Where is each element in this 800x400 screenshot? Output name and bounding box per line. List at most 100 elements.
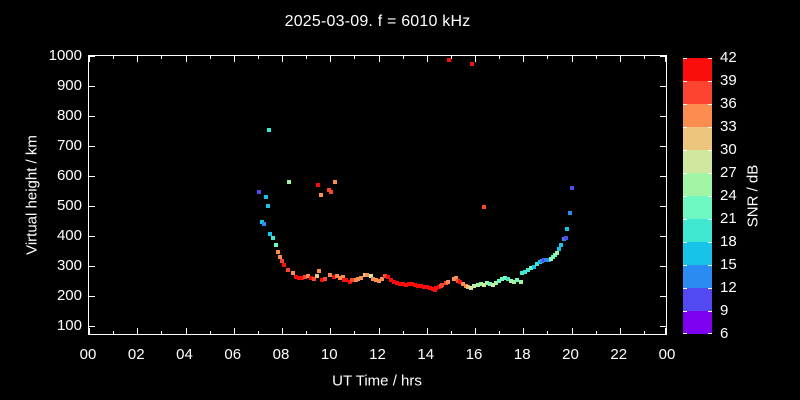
- x-tick-label: 22: [610, 346, 628, 363]
- data-point: [568, 210, 573, 215]
- x-tick-label: 18: [513, 346, 531, 363]
- data-point: [347, 279, 352, 284]
- x-tick-mark: [619, 56, 621, 62]
- data-point: [326, 187, 331, 192]
- data-point: [482, 282, 487, 287]
- x-tick-mark: [137, 56, 139, 62]
- data-point: [316, 183, 321, 187]
- y-tick-label: 100: [56, 316, 82, 334]
- x-tick-mark: [378, 328, 380, 334]
- colorbar: [683, 58, 712, 334]
- data-point: [299, 276, 304, 280]
- colorbar-tick-mark: [683, 58, 687, 59]
- y-tick-label: 200: [56, 286, 82, 304]
- data-point: [266, 127, 271, 132]
- x-tick-mark: [475, 56, 476, 62]
- y-tick-label: 400: [56, 226, 82, 244]
- colorbar-tick-mark: [683, 196, 687, 197]
- data-point: [261, 222, 266, 226]
- y-tick-mark: [660, 235, 666, 237]
- data-point: [259, 219, 264, 224]
- x-tick-label: 08: [272, 346, 290, 363]
- colorbar-tick-label: 6: [720, 325, 729, 342]
- x-tick-mark: [89, 328, 90, 334]
- data-point: [340, 274, 345, 279]
- colorbar-tick-mark: [683, 150, 687, 151]
- y-tick-mark: [89, 55, 95, 57]
- data-point: [392, 279, 397, 284]
- x-tick-mark: [282, 328, 283, 334]
- data-point: [479, 282, 484, 286]
- x-tick-mark: [523, 328, 525, 334]
- data-point: [404, 282, 409, 287]
- y-tick-mark: [660, 145, 666, 147]
- data-point: [557, 246, 562, 251]
- x-tick-label: 00: [79, 346, 97, 363]
- data-point: [472, 283, 477, 288]
- y-tick-mark: [660, 115, 666, 117]
- y-tick-label: 500: [56, 196, 82, 214]
- data-point: [482, 204, 487, 209]
- x-tick-label: 04: [176, 346, 193, 363]
- colorbar-segment: [683, 150, 712, 173]
- x-tick-mark: [571, 328, 573, 334]
- colorbar-tick-mark: [683, 242, 687, 243]
- data-point: [431, 286, 436, 291]
- y-tick-mark: [89, 325, 95, 327]
- colorbar-segment: [683, 104, 712, 127]
- data-point: [470, 61, 475, 66]
- x-minor-tick-mark: [595, 331, 597, 334]
- data-point: [410, 282, 415, 286]
- data-point: [535, 261, 540, 266]
- data-point: [526, 267, 531, 272]
- data-point: [500, 276, 505, 281]
- y-tick-mark: [660, 55, 666, 57]
- x-tick-label: 06: [224, 346, 242, 363]
- data-point: [466, 285, 471, 289]
- data-point: [329, 189, 334, 194]
- colorbar-tick-label: 30: [720, 141, 737, 158]
- data-point: [425, 285, 430, 289]
- y-tick-mark: [89, 115, 95, 117]
- x-minor-tick-mark: [113, 56, 115, 59]
- y-tick-label: 300: [56, 256, 82, 274]
- data-point: [267, 231, 272, 236]
- x-tick-label: 20: [562, 346, 579, 363]
- data-point: [386, 274, 391, 279]
- data-point: [569, 186, 574, 190]
- y-tick-mark: [660, 295, 666, 297]
- colorbar-tick-mark: [683, 81, 687, 82]
- x-tick-mark: [426, 56, 428, 62]
- data-point: [275, 249, 280, 254]
- y-tick-mark: [660, 265, 666, 267]
- data-point: [377, 279, 382, 283]
- colorbar-tick-mark: [683, 333, 687, 334]
- data-point: [488, 282, 493, 286]
- x-minor-tick-mark: [257, 331, 259, 334]
- x-axis-label: UT Time / hrs: [332, 372, 422, 390]
- x-minor-tick-mark: [209, 56, 211, 59]
- x-tick-mark: [185, 56, 187, 62]
- data-point: [551, 255, 556, 259]
- x-minor-tick-mark: [354, 331, 356, 334]
- x-tick-label: 02: [127, 346, 145, 363]
- data-point: [270, 235, 275, 240]
- data-point: [380, 276, 385, 281]
- data-point: [422, 285, 427, 289]
- x-minor-tick-mark: [643, 56, 645, 59]
- colorbar-tick-mark: [708, 150, 712, 151]
- data-point: [265, 204, 270, 208]
- x-tick-mark: [619, 328, 621, 334]
- y-tick-mark: [660, 175, 666, 177]
- data-point: [328, 273, 333, 277]
- colorbar-tick-mark: [708, 196, 712, 197]
- x-tick-mark: [137, 328, 139, 334]
- data-point: [553, 252, 558, 257]
- colorbar-tick-mark: [708, 127, 712, 128]
- data-point: [368, 273, 373, 278]
- data-point: [529, 265, 534, 270]
- data-point: [337, 276, 342, 280]
- colorbar-tick-mark: [683, 265, 687, 266]
- y-tick-label: 900: [56, 76, 82, 94]
- data-point: [532, 264, 537, 269]
